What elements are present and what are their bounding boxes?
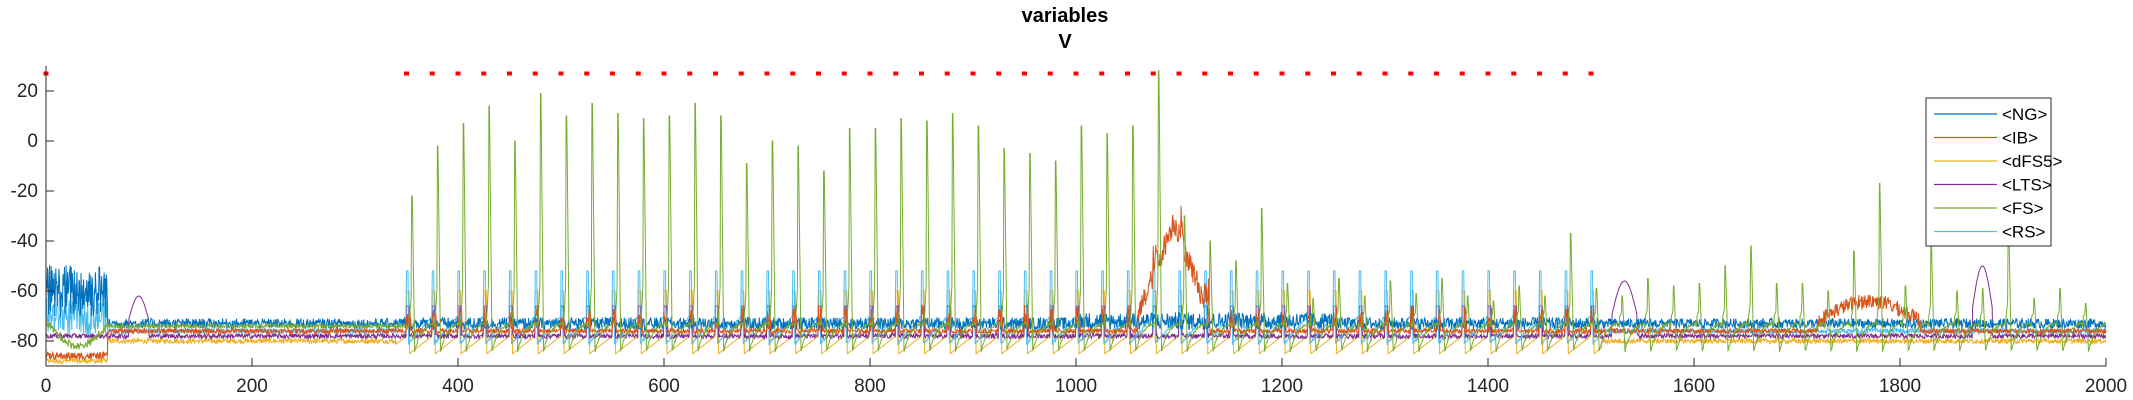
- stimulus-marker: [507, 71, 512, 76]
- x-tick-label: 600: [648, 376, 680, 397]
- stimulus-marker: [1176, 71, 1182, 76]
- x-ticks: 0 200 400 600 800 1000 1200 1400 1600 1800 2000: [41, 358, 2127, 397]
- stimulus-marker: [1125, 71, 1130, 76]
- stimulus-marker: [455, 71, 461, 76]
- y-tick-label: 0: [27, 131, 38, 152]
- stimulus-marker: [919, 71, 924, 76]
- stimulus-marker: [1511, 71, 1517, 76]
- stimulus-marker: [584, 71, 590, 76]
- x-tick-label: 1800: [1879, 376, 1921, 397]
- legend-label: <RS>: [2002, 223, 2046, 242]
- stimulus-marker: [661, 71, 667, 76]
- x-tick-label: 1600: [1673, 376, 1715, 397]
- stimulus-marker: [1356, 71, 1362, 76]
- legend-box: [1925, 97, 2052, 247]
- stimulus-marker: [558, 71, 564, 76]
- stimulus-marker: [1202, 71, 1208, 76]
- stimulus-marker: [1253, 71, 1259, 76]
- stimulus-marker: [610, 71, 615, 76]
- y-ticks: -80 -60 -40 -20 0 20: [11, 81, 54, 352]
- stimulus-marker: [1305, 71, 1311, 76]
- stimulus-marker: [1434, 71, 1439, 76]
- stimulus-marker: [970, 71, 976, 76]
- legend: <NG> <IB> <dFS5> <LTS> <FS> <RS>: [1925, 97, 2063, 247]
- x-tick-label: 1400: [1467, 376, 1509, 397]
- x-tick-label: 200: [236, 376, 268, 397]
- x-tick-label: 2000: [2085, 376, 2127, 397]
- x-tick-label: 800: [854, 376, 886, 397]
- stimulus-marker: [1459, 71, 1465, 76]
- stimulus-marker: [429, 71, 435, 76]
- stimulus-marker: [1150, 71, 1156, 76]
- y-tick-label: 20: [17, 81, 38, 102]
- stimulus-marker: [996, 71, 1002, 76]
- stimulus-marker: [1562, 71, 1568, 76]
- stimulus-marker: [841, 71, 847, 76]
- y-tick-label: -40: [11, 231, 38, 252]
- legend-label: <NG>: [2002, 105, 2047, 124]
- stimulus-marker: [1382, 71, 1388, 76]
- stimulus-marker: [635, 71, 641, 76]
- stimulus-marker: [1408, 71, 1414, 76]
- stimulus-marker: [738, 71, 744, 76]
- stimulus-marker: [713, 71, 718, 76]
- stimulus-marker: [893, 71, 899, 76]
- stimulus-marker: [481, 71, 487, 76]
- legend-label: <FS>: [2002, 199, 2044, 218]
- stimulus-marker: [687, 71, 693, 76]
- legend-items: <NG> <IB> <dFS5> <LTS> <FS> <RS>: [1934, 105, 2063, 242]
- legend-label: <dFS5>: [2002, 152, 2063, 171]
- stimulus-markers: [43, 71, 1594, 76]
- x-tick-label: 1000: [1055, 376, 1097, 397]
- y-tick-label: -80: [11, 331, 38, 352]
- stimulus-marker: [1099, 71, 1105, 76]
- legend-label: <IB>: [2002, 129, 2038, 148]
- stimulus-marker: [404, 71, 409, 76]
- stimulus-marker: [1588, 71, 1594, 76]
- x-tick-label: 400: [442, 376, 474, 397]
- series-line-fs: [45, 70, 2107, 354]
- stimulus-marker: [944, 71, 950, 76]
- y-tick-label: -60: [11, 281, 38, 302]
- stimulus-marker: [867, 71, 873, 76]
- chart-subtitle: V: [1058, 31, 1072, 53]
- stimulus-marker: [1073, 71, 1079, 76]
- stimulus-marker: [1331, 71, 1336, 76]
- stimulus-marker: [764, 71, 770, 76]
- legend-label: <LTS>: [2002, 176, 2052, 195]
- series-layer: [45, 70, 2107, 365]
- y-tick-label: -20: [11, 181, 38, 202]
- stimulus-marker: [1228, 71, 1233, 76]
- stimulus-marker: [1279, 71, 1285, 76]
- series-line-ng: [45, 265, 2107, 332]
- x-tick-label: 0: [41, 376, 52, 397]
- stimulus-marker: [1485, 71, 1491, 76]
- chart-title: variables: [1022, 5, 1109, 27]
- stimulus-marker: [816, 71, 821, 76]
- x-tick-label: 1200: [1261, 376, 1303, 397]
- stimulus-marker: [1047, 71, 1053, 76]
- stimulus-marker: [532, 71, 538, 76]
- stimulus-marker: [1022, 71, 1027, 76]
- stimulus-marker: [790, 71, 796, 76]
- stimulus-marker: [1537, 71, 1542, 76]
